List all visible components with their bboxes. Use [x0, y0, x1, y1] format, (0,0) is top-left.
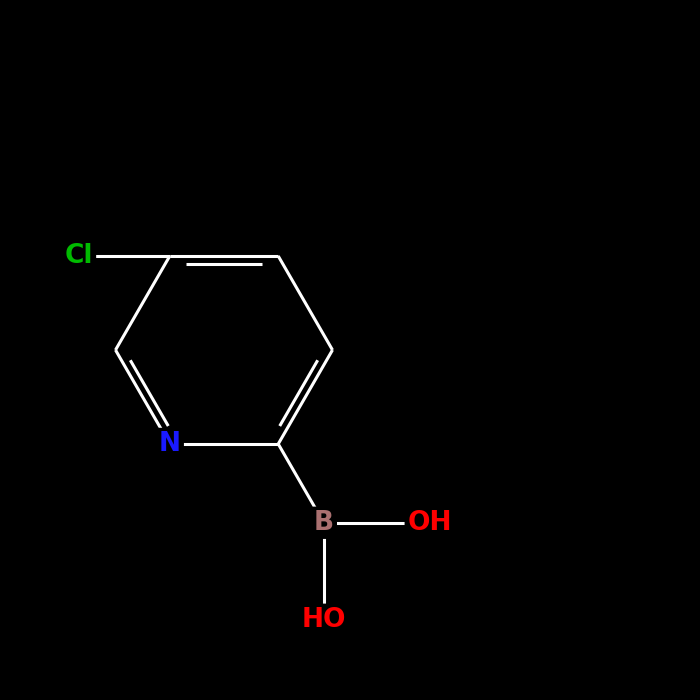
Text: B: B — [314, 510, 334, 536]
Text: OH: OH — [407, 510, 452, 536]
Text: Cl: Cl — [64, 243, 93, 269]
Text: N: N — [159, 431, 181, 457]
Text: HO: HO — [302, 607, 346, 633]
